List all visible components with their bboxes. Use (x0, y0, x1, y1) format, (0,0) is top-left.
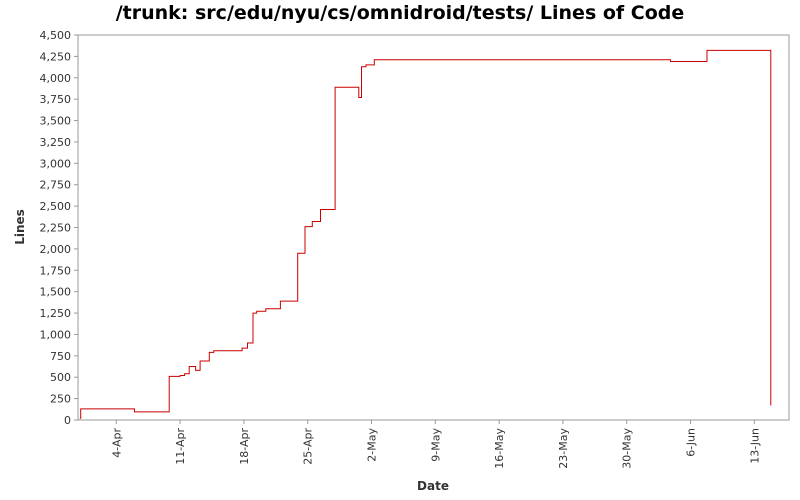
x-tick-label: 11-Apr (174, 428, 187, 465)
y-tick-label: 1,750 (40, 264, 72, 277)
x-axis: 4-Apr 11-Apr 18-Apr 25-Apr 2-May 9-May 16-May 2… (110, 420, 761, 469)
x-tick-label: 9-May (429, 428, 442, 462)
x-tick-label: 16-May (493, 428, 506, 469)
y-tick-label: 1,500 (40, 286, 72, 299)
y-tick-label: 2,500 (40, 200, 72, 213)
y-tick-label: 3,250 (40, 136, 72, 149)
y-tick-label: 2,750 (40, 179, 72, 192)
x-tick-label: 23-May (557, 428, 570, 469)
plot-border (77, 34, 790, 421)
x-tick-label: 30-May (621, 428, 634, 469)
y-tick-label: 3,750 (40, 93, 72, 106)
chart-title: /trunk: src/edu/nyu/cs/omnidroid/tests/ … (115, 2, 685, 24)
x-tick-label: 13-Jun (748, 428, 761, 464)
series-line (79, 49, 772, 419)
y-tick-label: 250 (50, 393, 71, 406)
series-layer (79, 49, 772, 419)
plot-area (77, 34, 790, 421)
y-tick-label: 3,500 (40, 115, 72, 128)
y-axis: 0 250 500 750 1,000 1,250 1,500 1,750 2,000 2,250… (40, 29, 78, 427)
y-tick-label: 4,000 (40, 72, 72, 85)
y-tick-label: 0 (64, 414, 71, 427)
x-tick-label: 18-Apr (238, 428, 251, 465)
y-tick-label: 2,000 (40, 243, 72, 256)
x-tick-label: 4-Apr (110, 428, 123, 458)
y-tick-label: 1,250 (40, 307, 72, 320)
x-tick-label: 2-May (366, 428, 379, 462)
y-axis-title: Lines (13, 209, 27, 245)
y-tick-label: 4,500 (40, 29, 72, 42)
y-tick-label: 4,250 (40, 50, 72, 63)
y-tick-label: 2,250 (40, 222, 72, 235)
y-tick-label: 750 (50, 350, 71, 363)
y-tick-label: 500 (50, 371, 71, 384)
x-tick-label: 25-Apr (302, 428, 315, 465)
x-axis-title: Date (417, 479, 449, 493)
y-tick-label: 3,000 (40, 157, 72, 170)
x-tick-label: 6-Jun (685, 428, 698, 457)
y-tick-label: 1,000 (40, 328, 72, 341)
